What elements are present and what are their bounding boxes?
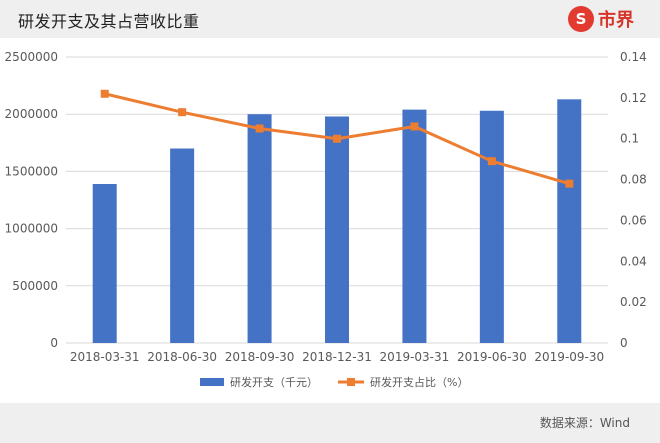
- line-point: [333, 134, 341, 143]
- x-tick-label: 2018-06-30: [147, 350, 217, 364]
- bar: [247, 114, 272, 343]
- y-left-tick-label: 0: [50, 336, 58, 350]
- x-tick-label: 2019-09-30: [534, 350, 604, 364]
- logo-icon: S: [568, 6, 594, 32]
- source-note: 数据来源：Wind: [539, 416, 630, 430]
- logo-text: 市界: [598, 10, 634, 31]
- y-right-tick-label: 0.14: [620, 50, 647, 64]
- x-tick-label: 2018-09-30: [225, 350, 295, 364]
- x-tick-label: 2019-03-31: [380, 350, 450, 364]
- y-right-tick-label: 0.12: [620, 91, 647, 105]
- header-bar: 研发开支及其占营收比重 S 市界: [0, 0, 660, 38]
- bar: [479, 110, 504, 343]
- combo-chart: 0 500000 1000000 1500000 2000000 2500000 0 0.02…: [5, 50, 647, 389]
- y-right-tick-label: 0.1: [620, 132, 639, 146]
- footer-bar: 数据来源：Wind: [0, 403, 660, 443]
- bar: [170, 148, 195, 343]
- legend-label-line: 研发开支占比（%）: [370, 375, 468, 389]
- x-tick-label: 2019-06-30: [457, 350, 527, 364]
- line-point: [255, 124, 264, 133]
- y-right-tick-label: 0.08: [620, 173, 647, 187]
- y-left-tick-label: 2000000: [5, 107, 58, 121]
- y-left-tick-label: 2500000: [5, 50, 58, 64]
- line-point: [487, 157, 496, 166]
- line-point: [178, 108, 187, 117]
- y-right-tick-label: 0.06: [620, 213, 647, 227]
- bar: [325, 116, 349, 343]
- y-left-tick-label: 1500000: [5, 164, 58, 178]
- y-right-tick-label: 0.04: [620, 254, 647, 268]
- y-right-tick-label: 0.02: [620, 295, 647, 309]
- x-tick-label: 2018-12-31: [302, 350, 372, 364]
- bar: [402, 109, 427, 344]
- legend-marker-line: [347, 378, 355, 386]
- bar: [92, 183, 117, 343]
- line-point: [565, 179, 574, 188]
- x-tick-label: 2018-03-31: [70, 350, 140, 364]
- line-point: [100, 89, 109, 98]
- y-left-tick-label: 500000: [12, 279, 58, 293]
- y-right-tick-label: 0: [620, 336, 628, 350]
- line-point: [410, 122, 419, 131]
- brand-logo: S 市界: [568, 5, 634, 33]
- y-left-tick-label: 1000000: [5, 222, 58, 236]
- bar: [557, 99, 582, 343]
- chart-title: 研发开支及其占营收比重: [18, 12, 200, 31]
- legend-label-bar: 研发开支（千元）: [230, 375, 318, 389]
- legend-swatch-bar: [200, 378, 224, 386]
